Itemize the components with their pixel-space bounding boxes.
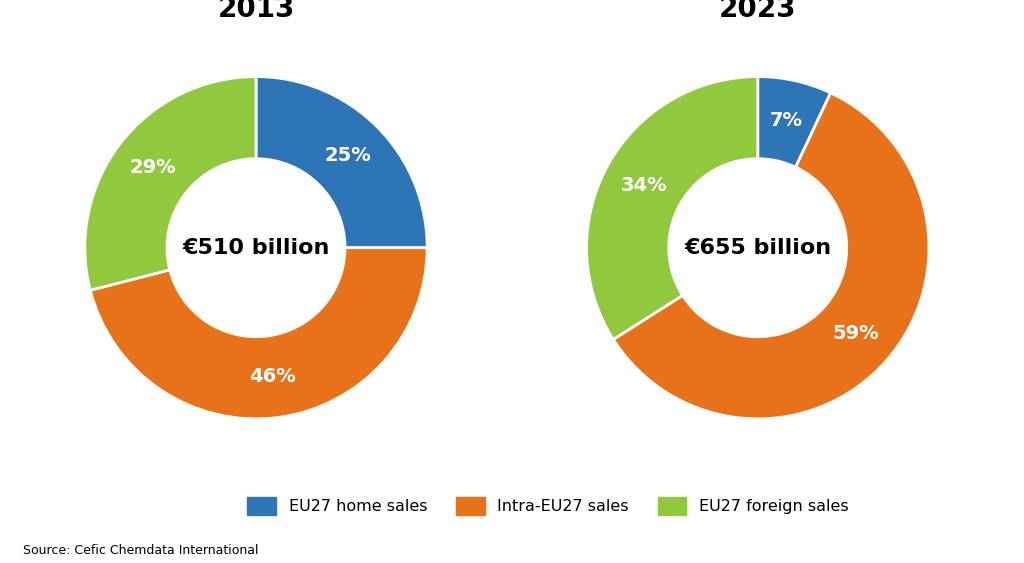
Text: 59%: 59%: [833, 324, 879, 343]
Text: 29%: 29%: [130, 159, 176, 177]
Text: 46%: 46%: [249, 367, 296, 386]
Wedge shape: [256, 77, 427, 248]
Wedge shape: [587, 77, 758, 339]
Wedge shape: [613, 93, 929, 419]
Text: 34%: 34%: [621, 176, 667, 195]
Text: 7%: 7%: [770, 111, 803, 130]
Wedge shape: [758, 77, 830, 167]
Title: 2013: 2013: [217, 0, 295, 23]
Wedge shape: [85, 77, 256, 291]
Text: €510 billion: €510 billion: [182, 238, 330, 258]
Text: €655 billion: €655 billion: [684, 238, 831, 258]
Text: 25%: 25%: [325, 146, 372, 166]
Text: Source: Cefic Chemdata International: Source: Cefic Chemdata International: [23, 544, 258, 557]
Legend: EU27 home sales, Intra-EU27 sales, EU27 foreign sales: EU27 home sales, Intra-EU27 sales, EU27 …: [241, 491, 855, 521]
Wedge shape: [90, 248, 427, 419]
Title: 2023: 2023: [719, 0, 797, 23]
